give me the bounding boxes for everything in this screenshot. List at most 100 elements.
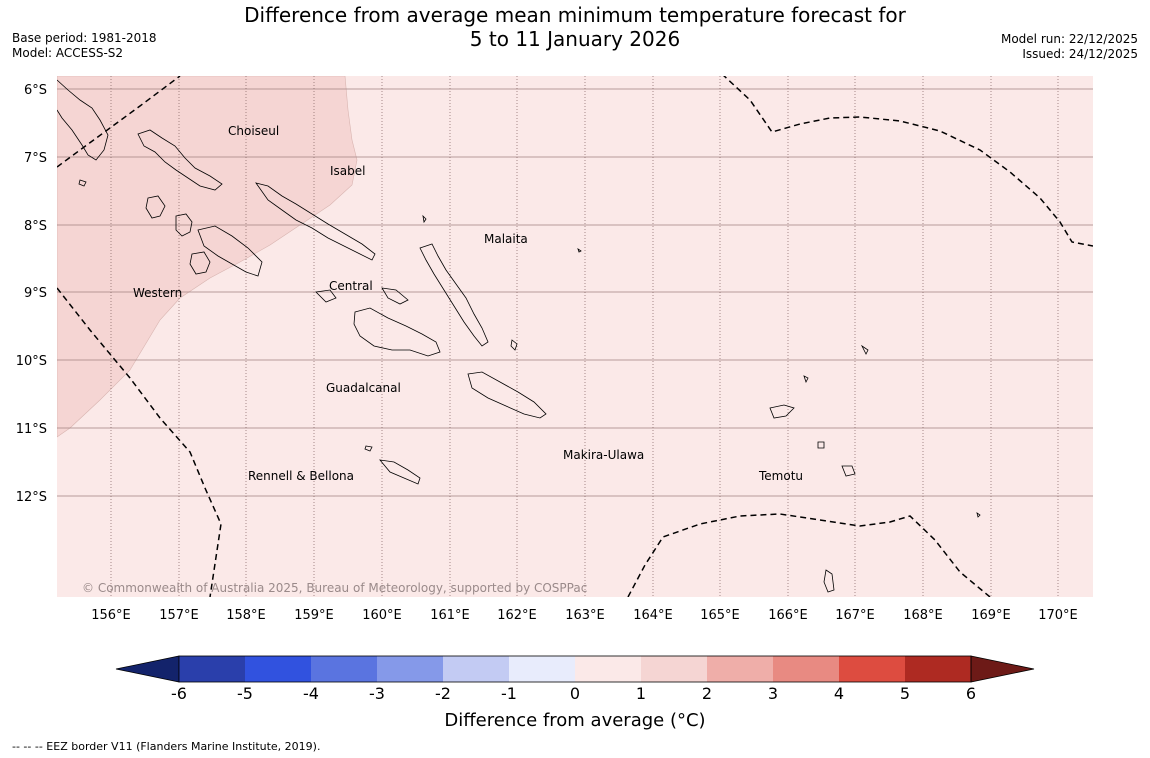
lon-label: 168°E [903, 608, 943, 623]
eez-borders [57, 76, 1093, 597]
colorbar-segment [707, 656, 773, 682]
colorbar-segment [575, 656, 641, 682]
island-tinakula [817, 441, 825, 449]
colorbar-tick: -2 [435, 684, 451, 703]
colorbar-tick: 6 [966, 684, 976, 703]
colorbar-tick: 5 [900, 684, 910, 703]
island-florida [315, 289, 337, 303]
coastlines [57, 79, 981, 593]
colorbar-ticks: -6 -5 -4 -3 -2 -1 0 1 2 3 4 5 6 [171, 684, 976, 703]
island-isabel [255, 182, 376, 261]
region-label: Guadalcanal [326, 381, 401, 395]
lat-label: 12°S [16, 490, 47, 505]
lat-label: 6°S [24, 83, 47, 98]
copyright-notice: © Commonwealth of Australia 2025, Bureau… [82, 581, 587, 595]
chart-title: Difference from average mean minimum tem… [0, 3, 1150, 51]
island-ontong [422, 214, 427, 224]
region-labels: Choiseul Isabel Malaita Western Central … [133, 124, 803, 483]
island-shortlands [78, 179, 87, 187]
colorbar-arrow-high [970, 655, 1035, 683]
colorbar-segment [773, 656, 839, 682]
colorbar-tick: 2 [702, 684, 712, 703]
region-label: Malaita [484, 232, 528, 246]
region-label: Central [329, 279, 373, 293]
lon-label: 166°E [768, 608, 808, 623]
colorbar-tick: 4 [834, 684, 844, 703]
lat-labels: 6°S 7°S 8°S 9°S 10°S 11°S 12°S [16, 83, 47, 505]
colorbar-tick: -3 [369, 684, 385, 703]
colorbar-tick: -5 [237, 684, 253, 703]
lat-label: 11°S [16, 422, 47, 437]
island-rendova [189, 251, 211, 275]
island-duff [860, 344, 869, 355]
lon-label: 170°E [1038, 608, 1078, 623]
colorbar-label: Difference from average (°C) [444, 710, 706, 731]
colorbar-segment [509, 656, 575, 682]
colorbar-tick: 0 [570, 684, 580, 703]
lat-label: 7°S [24, 151, 47, 166]
lon-label: 156°E [91, 608, 131, 623]
island-central-b [381, 287, 409, 305]
colorbar-segment [311, 656, 377, 682]
lon-label: 157°E [159, 608, 199, 623]
colorbar-segment [179, 656, 245, 682]
island-santa-cruz [769, 404, 795, 419]
colorbar-tick: 1 [636, 684, 646, 703]
colorbar-segment [839, 656, 905, 682]
island-ulawa [510, 339, 518, 351]
island-vanikoro [841, 465, 856, 477]
lon-label: 159°E [294, 608, 334, 623]
island-malaita [419, 243, 489, 347]
island-anuta [823, 569, 835, 593]
colorbar-segment [905, 656, 971, 682]
colorbar-tick: -1 [501, 684, 517, 703]
lat-label: 9°S [24, 286, 47, 301]
region-label: Choiseul [228, 124, 279, 138]
island-new-georgia-b [145, 195, 166, 219]
region-label: Makira-Ulawa [563, 448, 644, 462]
colorbar [115, 655, 1035, 683]
colorbar-tick: -6 [171, 684, 187, 703]
island-tikopia [976, 512, 981, 518]
island-bougainville-fragment [57, 79, 109, 161]
island-choiseul [137, 129, 223, 191]
island-reef [803, 375, 809, 384]
issued-date: Issued: 24/12/2025 [1022, 47, 1138, 61]
colorbar-arrow-low [115, 655, 180, 683]
colorbar-tick: -4 [303, 684, 319, 703]
colorbar-segment [245, 656, 311, 682]
island-new-georgia [175, 213, 193, 237]
lat-label: 8°S [24, 219, 47, 234]
island-makira [467, 371, 547, 419]
meta-right: Model run: 22/12/2025 Issued: 24/12/2025 [1001, 32, 1138, 62]
lon-label: 163°E [565, 608, 605, 623]
island-vangunu [197, 225, 263, 277]
island-rennell [379, 459, 421, 485]
meta-left: Base period: 1981-2018 Model: ACCESS-S2 [12, 31, 157, 61]
title-line-2: 5 to 11 January 2026 [469, 27, 681, 51]
model-run: Model run: 22/12/2025 [1000, 32, 1138, 46]
island-sikaiana [577, 248, 582, 253]
model-name: Model: ACCESS-S2 [12, 46, 124, 60]
island-guadalcanal [353, 307, 441, 357]
lon-label: 160°E [362, 608, 402, 623]
lon-label: 169°E [971, 608, 1011, 623]
lat-label: 10°S [16, 354, 47, 369]
region-label: Temotu [758, 469, 803, 483]
region-label: Western [133, 286, 182, 300]
lon-label: 161°E [430, 608, 470, 623]
lon-labels: 156°E 157°E 158°E 159°E 160°E 161°E 162°… [91, 608, 1078, 623]
lon-label: 158°E [226, 608, 266, 623]
colorbar-tick: 3 [768, 684, 778, 703]
colorbar-segment [377, 656, 443, 682]
eez-footnote: -- -- -- EEZ border V11 (Flanders Marine… [12, 740, 321, 753]
lon-label: 162°E [497, 608, 537, 623]
region-label: Isabel [330, 164, 365, 178]
colorbar-segment [443, 656, 509, 682]
island-bellona [364, 445, 373, 452]
region-label: Rennell & Bellona [248, 469, 354, 483]
colorbar-outline [178, 655, 972, 683]
title-line-1: Difference from average mean minimum tem… [244, 3, 906, 27]
gridlines [57, 88, 1093, 497]
